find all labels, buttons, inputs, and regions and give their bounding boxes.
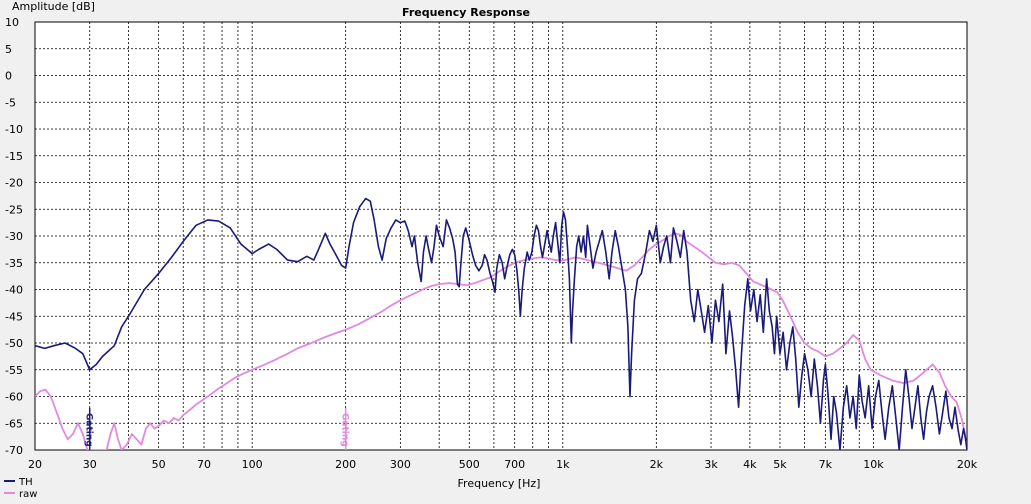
gate-markers: Gating Gating: [84, 408, 350, 450]
y-tick-label: -25: [5, 203, 23, 216]
y-tick-label: -60: [5, 391, 23, 404]
x-tick-label: 5k: [773, 458, 787, 471]
x-tick-label: 1k: [556, 458, 570, 471]
x-tick-label: 200: [335, 458, 356, 471]
grid: [34, 21, 968, 451]
x-tick-label: 500: [459, 458, 480, 471]
y-tick-label: -50: [5, 337, 23, 350]
y-tick-label: -70: [5, 444, 23, 457]
y-tick-label: -15: [5, 150, 23, 163]
y-tick-label: -5: [5, 96, 16, 109]
y-tick-label: 10: [5, 16, 19, 29]
y-axis-label: Amplitude [dB]: [12, 0, 95, 13]
chart-title: Frequency Response: [402, 6, 530, 19]
x-tick-label: 3k: [704, 458, 718, 471]
y-tick-label: -10: [5, 123, 23, 136]
y-tick-label: 5: [5, 43, 12, 56]
x-tick-label: 30: [83, 458, 97, 471]
axes: 1050-5-10-15-20-25-30-35-40-45-50-55-60-…: [5, 16, 978, 471]
series-line-th: [35, 197, 967, 450]
y-tick-label: -40: [5, 284, 23, 297]
x-tick-label: 70: [197, 458, 211, 471]
x-tick-label: 2k: [650, 458, 664, 471]
x-tick-label: 7k: [819, 458, 833, 471]
x-tick-label: 700: [504, 458, 525, 471]
gate-marker-label: Gating: [84, 413, 94, 447]
y-tick-label: -45: [5, 310, 23, 323]
y-tick-label: -55: [5, 364, 23, 377]
x-tick-label: 4k: [743, 458, 757, 471]
y-tick-label: -30: [5, 230, 23, 243]
x-tick-label: 100: [242, 458, 263, 471]
x-tick-label: 300: [390, 458, 411, 471]
y-tick-label: -20: [5, 177, 23, 190]
gate-marker-label: Gating: [340, 413, 350, 447]
legend-label: TH: [18, 477, 33, 488]
legend-label: raw: [19, 489, 37, 500]
series-line-raw: [35, 232, 967, 450]
x-axis-label: Frequency [Hz]: [458, 477, 541, 490]
y-tick-label: -65: [5, 417, 23, 430]
x-tick-label: 50: [152, 458, 166, 471]
x-tick-label: 20: [28, 458, 42, 471]
series-layer: [35, 197, 967, 450]
y-tick-label: -35: [5, 257, 23, 270]
x-tick-label: 20k: [957, 458, 978, 471]
x-tick-label: 10k: [863, 458, 884, 471]
y-tick-label: 0: [5, 70, 12, 83]
